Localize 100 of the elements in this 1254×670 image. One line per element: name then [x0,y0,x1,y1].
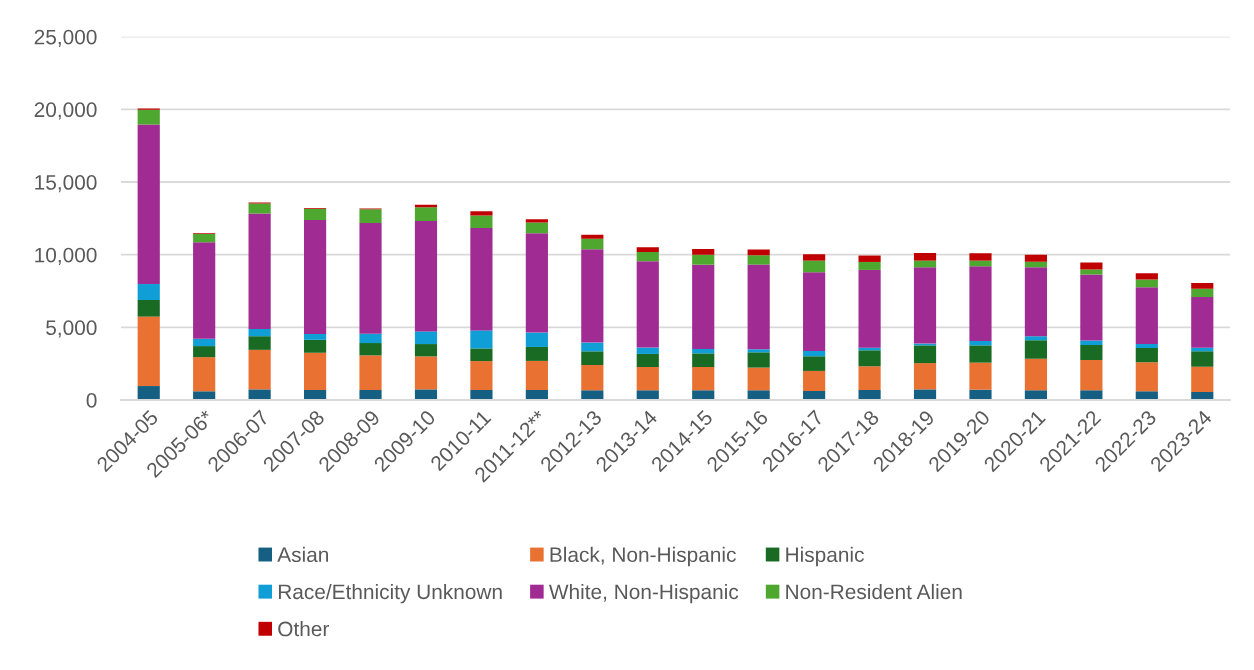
legend-label: White, Non-Hispanic [548,583,739,604]
bar [193,391,216,400]
bar [1191,283,1214,289]
bar [636,367,659,391]
bar [525,219,548,223]
bar [858,389,881,400]
bar [525,332,548,347]
bar [1080,340,1103,345]
bar [1024,358,1048,391]
bar [692,367,715,391]
bar [470,361,493,390]
bar [359,343,382,356]
bar [193,346,216,358]
bar [747,255,770,265]
bar [581,342,604,352]
legend-label: Hispanic [786,546,864,567]
bar [969,260,992,267]
bar [1191,366,1214,393]
bar [525,222,548,234]
bar [581,390,604,400]
bar [858,269,881,348]
bar [414,220,438,332]
bar [969,266,992,341]
bar [193,234,216,243]
bar [913,389,937,400]
bar [692,390,715,400]
bar [1080,269,1103,275]
bar [248,336,271,350]
bar [581,351,604,365]
bar [137,316,160,387]
legend-label: Non-Resident Alien [786,583,962,600]
bar [747,352,770,368]
bar [1024,340,1048,359]
bar [747,349,770,353]
bar [913,267,937,344]
bar [692,348,715,354]
y-tick-label: 15,000 [35,175,97,193]
bar [803,260,826,273]
bar [636,251,659,262]
legend-label: Black, Non-Hispanic [550,546,736,567]
bar [913,363,937,390]
bar [1191,288,1214,297]
bar [636,261,659,348]
bar [1135,343,1158,348]
bar [581,364,604,391]
bar [525,233,548,333]
bar [636,353,659,368]
bar [858,350,881,367]
bar [248,328,271,337]
y-tick-label: 25,000 [34,29,97,47]
bar [636,347,659,354]
bar [747,264,770,350]
bar [1135,347,1158,363]
bar [1135,391,1158,400]
bar [137,386,160,400]
bar [137,109,160,125]
y-tick-label: 10,000 [35,247,97,265]
bar [1135,287,1158,344]
y-tick-label: 20,000 [34,102,97,120]
bar [803,356,826,371]
bar [636,390,659,400]
bar [803,272,826,351]
bar [913,345,937,364]
bar [969,345,992,363]
bar [969,362,992,390]
bar [193,242,216,339]
bar [803,350,826,357]
bar [636,247,659,252]
y-tick-label: 5,000 [46,320,97,338]
bar [303,220,327,334]
bar [692,353,715,368]
legend-label: Race/Ethnicity Unknown [278,583,502,604]
bar [1080,344,1103,360]
bar [414,331,438,345]
bar [1191,351,1214,367]
bar [1024,390,1048,400]
bar [692,264,715,349]
bar [359,389,382,400]
bar [359,223,382,334]
bar [193,338,216,347]
bar [470,348,493,362]
bar [803,254,826,261]
bar [1024,267,1048,337]
bar [414,344,438,357]
bar [692,249,715,255]
bar [303,208,327,221]
bar [359,333,382,344]
bar [137,300,160,317]
bar [1080,390,1103,400]
bar [1080,359,1103,391]
bar [525,360,548,390]
bar [1024,336,1048,341]
y-tick-label: 0 [86,393,97,408]
bar [803,370,826,391]
bar [248,349,271,390]
bar [470,330,493,349]
bar [747,390,770,400]
bar [303,352,327,390]
bar [581,238,604,250]
bar [913,252,937,261]
